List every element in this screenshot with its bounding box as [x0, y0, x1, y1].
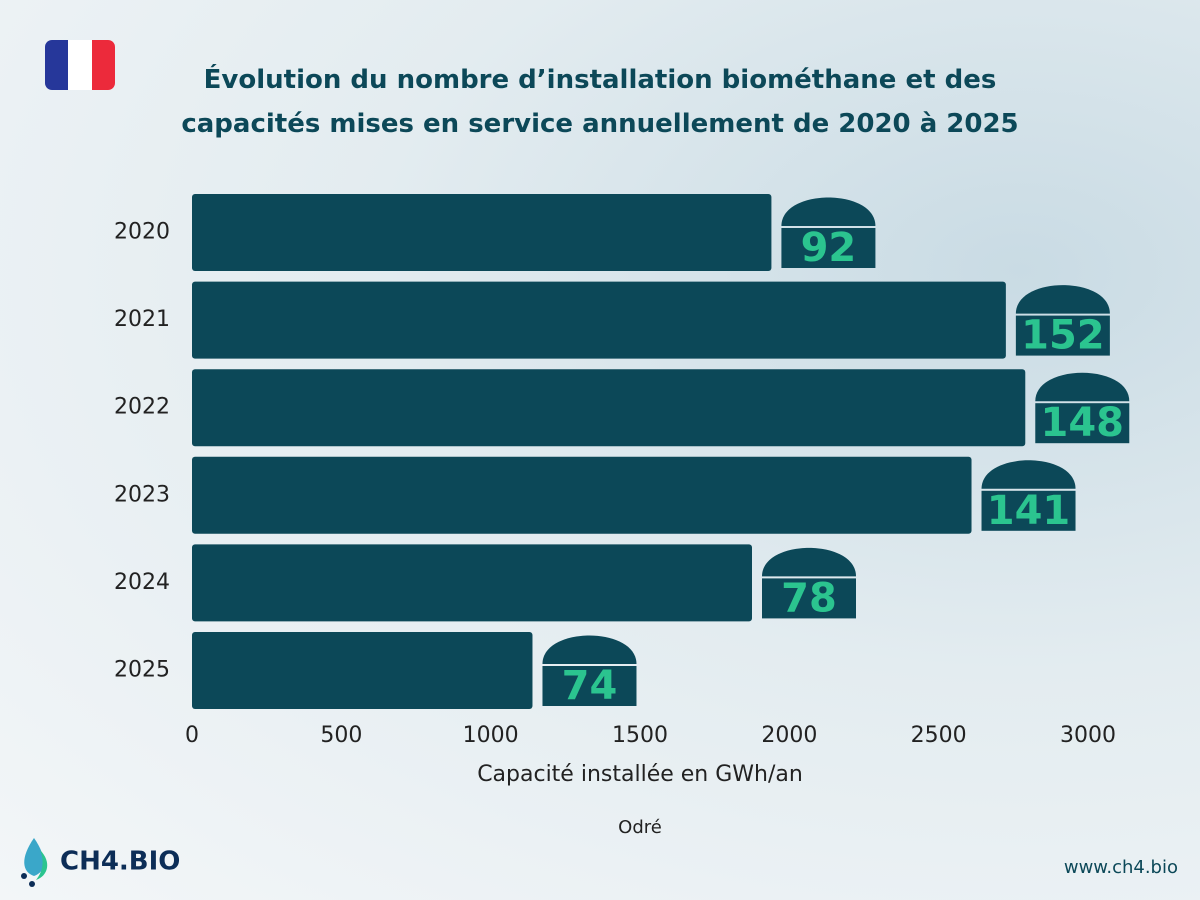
badge-body — [762, 578, 856, 619]
badge-dome — [1015, 285, 1110, 314]
y-tick-label: 2022 — [114, 395, 170, 420]
flag — [45, 40, 115, 90]
x-tick-label: 1500 — [612, 723, 668, 748]
y-tick-label: 2025 — [114, 658, 170, 683]
x-tick-label: 0 — [185, 723, 199, 748]
y-tick-label: 2020 — [114, 220, 170, 245]
installations-label: 152 — [1021, 313, 1105, 359]
bar — [192, 369, 1026, 447]
installations-label: 148 — [1041, 400, 1125, 446]
installations-label: 78 — [781, 575, 837, 621]
bar — [192, 194, 772, 271]
x-tick-label: 2000 — [761, 723, 817, 748]
badge-dome — [762, 547, 856, 577]
y-tick-label: 2023 — [114, 482, 170, 507]
bar — [192, 632, 533, 709]
bar — [192, 456, 972, 534]
source: Odré — [618, 817, 662, 838]
installations-label: 92 — [801, 225, 857, 271]
x-axis-label: Capacité installée en GWh/an — [477, 762, 803, 787]
badge-body — [981, 490, 1076, 531]
badge-dome — [981, 460, 1076, 489]
x-tick-label: 2500 — [911, 723, 967, 748]
website: www.ch4.bio — [1064, 857, 1178, 878]
badge-dome — [781, 197, 876, 226]
badge-dome — [542, 635, 637, 664]
badge-body — [781, 228, 876, 268]
x-tick-label: 1000 — [463, 723, 519, 748]
badge-body — [542, 666, 637, 706]
x-tick-label: 500 — [320, 723, 362, 748]
x-tick-label: 3000 — [1060, 723, 1116, 748]
logo-text: CH4.BIO — [60, 847, 180, 877]
chart-title: Évolution du nombre d’installation biomé… — [181, 65, 1019, 139]
y-tick-label: 2024 — [114, 570, 170, 595]
badge-dome — [1035, 372, 1130, 402]
installations-label: 74 — [562, 663, 618, 709]
bar — [192, 544, 752, 622]
badge-body — [1035, 403, 1130, 444]
logo-icon — [21, 838, 48, 887]
bar — [192, 281, 1006, 359]
badge-body — [1015, 315, 1110, 356]
y-tick-label: 2021 — [114, 307, 170, 332]
installations-label: 141 — [987, 488, 1071, 534]
